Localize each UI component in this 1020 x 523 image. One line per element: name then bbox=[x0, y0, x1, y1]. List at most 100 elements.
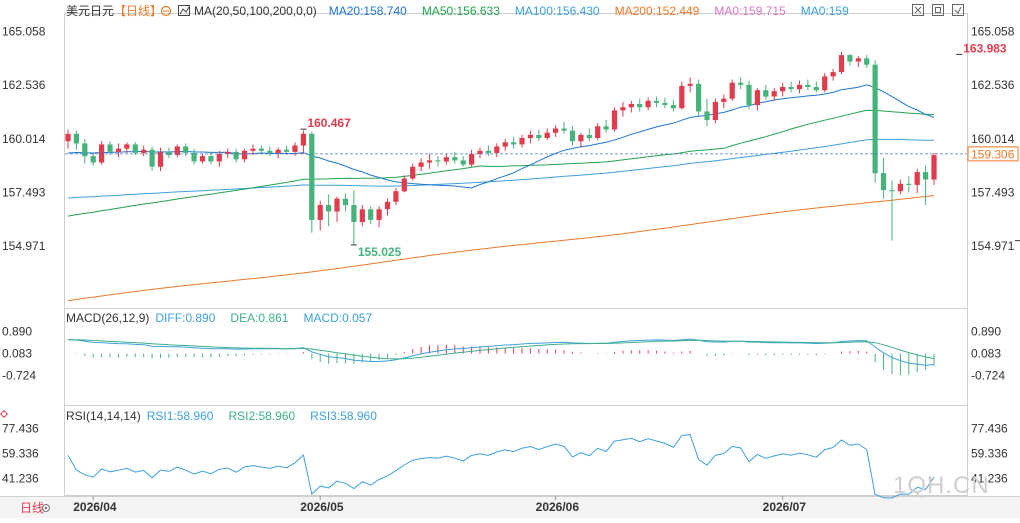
candle-100 bbox=[906, 176, 912, 193]
macd-tick-left-2: -0.724 bbox=[2, 369, 36, 383]
candle-30 bbox=[317, 200, 323, 231]
time-axis-bar bbox=[0, 496, 1020, 518]
candle-78 bbox=[721, 94, 727, 109]
ma-values: MA20:158.740 MA50:156.633 MA100:156.430 MA2… bbox=[329, 4, 849, 18]
candle-84 bbox=[771, 88, 777, 101]
candle-3 bbox=[90, 152, 96, 166]
rsi-values: RSI1:58.960 RSI2:58.960 RSI3:58.960 bbox=[147, 409, 377, 423]
rsi-tick-right-2: 41.236 bbox=[971, 471, 1008, 485]
candle-52 bbox=[502, 139, 508, 151]
candle-18 bbox=[216, 150, 222, 167]
candle-23 bbox=[258, 145, 264, 154]
macd-values: DIFF:0.890 DEA:0.861 MACD:0.057 bbox=[155, 311, 372, 325]
rsi-tick-left-1: 59.336 bbox=[2, 446, 39, 460]
candle-10 bbox=[149, 146, 155, 172]
macd-label: MACD(26,12,9) bbox=[66, 311, 149, 325]
candle-31 bbox=[326, 194, 332, 227]
maximize-icon[interactable] bbox=[912, 4, 924, 16]
candle-37 bbox=[376, 206, 382, 228]
candle-101 bbox=[914, 168, 920, 194]
candle-95 bbox=[864, 55, 870, 68]
candle-99 bbox=[897, 179, 903, 195]
header-value-2: RSI3:58.960 bbox=[310, 409, 377, 423]
restore-icon[interactable] bbox=[932, 4, 944, 16]
candle-8 bbox=[132, 142, 138, 156]
candle-47 bbox=[460, 156, 466, 167]
candle-6 bbox=[115, 143, 121, 158]
candle-53 bbox=[511, 136, 517, 149]
macd-tick-left-0: 0.890 bbox=[2, 325, 32, 339]
candle-59 bbox=[561, 122, 567, 134]
candle-65 bbox=[611, 107, 618, 132]
candle-36 bbox=[368, 206, 374, 225]
rsi-tick-right-0: 77.436 bbox=[971, 421, 1008, 435]
period-label: 【日线】 bbox=[114, 4, 162, 18]
candle-94 bbox=[855, 56, 861, 67]
watermark: 1QH.CN bbox=[893, 472, 990, 499]
macd-tick-right-0: 0.890 bbox=[971, 325, 1001, 339]
header-value-4: MA0:159.715 bbox=[714, 4, 786, 18]
macd-tick-right-1: 0.083 bbox=[971, 347, 1001, 361]
settings-icon[interactable] bbox=[160, 5, 172, 17]
candle-57 bbox=[544, 128, 550, 141]
x-tick-3: 2026/07 bbox=[763, 500, 807, 514]
candle-26 bbox=[284, 145, 290, 156]
header-value-1: RSI2:58.960 bbox=[228, 409, 295, 423]
candle-73 bbox=[679, 81, 685, 110]
ma20-line bbox=[67, 84, 935, 189]
candle-11 bbox=[157, 147, 164, 172]
period-tab-gear-icon[interactable] bbox=[42, 504, 50, 512]
candle-79 bbox=[729, 79, 735, 101]
x-tick-2: 2026/06 bbox=[536, 500, 580, 514]
candle-64 bbox=[603, 119, 609, 133]
candle-80 bbox=[738, 77, 744, 90]
candle-88 bbox=[805, 79, 811, 91]
candle-62 bbox=[586, 128, 592, 142]
candle-29 bbox=[309, 131, 315, 233]
header-value-0: MA20:158.740 bbox=[329, 4, 407, 18]
candle-4 bbox=[99, 141, 105, 165]
candle-68 bbox=[637, 98, 643, 112]
candle-20 bbox=[233, 148, 239, 163]
candle-13 bbox=[174, 144, 180, 158]
candle-58 bbox=[553, 125, 559, 137]
indicator-toggle-icon[interactable] bbox=[178, 5, 190, 16]
rsi-pane-frame bbox=[64, 405, 968, 496]
candle-74 bbox=[687, 77, 693, 93]
price-tick-right-4: 154.971 bbox=[971, 239, 1015, 253]
ma200-line bbox=[67, 195, 935, 302]
rsi-tick-left-2: 41.236 bbox=[2, 471, 39, 485]
candle-102 bbox=[923, 165, 929, 206]
symbol-title: 美元日元 bbox=[66, 4, 114, 18]
rsi-tick-right-1: 59.336 bbox=[971, 446, 1008, 460]
period-tab[interactable]: 日线 bbox=[20, 501, 44, 515]
candle-60 bbox=[569, 126, 576, 146]
price-tick-right-2: 160.014 bbox=[971, 132, 1015, 146]
candle-55 bbox=[527, 130, 533, 144]
candle-39 bbox=[393, 188, 399, 206]
candle-21 bbox=[242, 148, 248, 163]
candle-22 bbox=[250, 144, 256, 156]
price-tick-right-3: 157.493 bbox=[971, 185, 1015, 199]
close-pane-icon[interactable] bbox=[952, 4, 964, 16]
price-tick-left-3: 157.493 bbox=[2, 185, 46, 199]
candle-103 bbox=[931, 152, 937, 185]
candle-76 bbox=[704, 98, 710, 127]
rsi-layer bbox=[67, 434, 935, 499]
candle-63 bbox=[595, 123, 601, 141]
candle-38 bbox=[384, 198, 391, 216]
candle-48 bbox=[469, 149, 475, 167]
ma-label: MA(20,50,100,200,0,0) bbox=[194, 4, 317, 18]
header-value-2: MA100:156.430 bbox=[515, 4, 600, 18]
price-tick-left-4: 154.971 bbox=[2, 239, 46, 253]
candle-28 bbox=[300, 130, 306, 154]
candle-81 bbox=[746, 80, 752, 110]
candle-89 bbox=[813, 81, 819, 93]
candle-15 bbox=[191, 148, 197, 165]
candle-32 bbox=[334, 196, 340, 223]
candle-24 bbox=[267, 146, 273, 157]
price-tick-right-1: 162.536 bbox=[971, 78, 1015, 92]
header-value-3: MA200:152.449 bbox=[615, 4, 700, 18]
